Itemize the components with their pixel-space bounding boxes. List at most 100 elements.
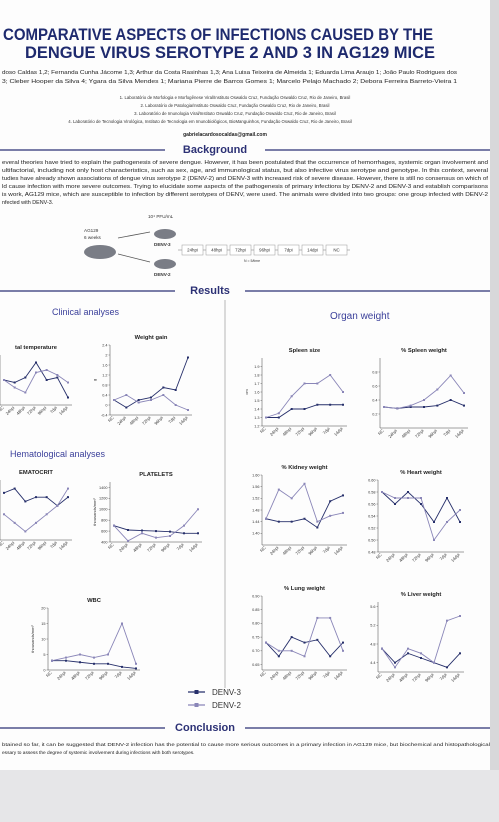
data-point <box>141 532 143 535</box>
x-tick-label: 96hpi <box>37 540 48 551</box>
x-tick-label: 96hpi <box>424 672 435 683</box>
legend-label: DENV-3 <box>212 688 241 697</box>
x-tick-label: 48hpi <box>15 405 26 416</box>
timepoint: 96hpi <box>259 248 270 253</box>
data-point <box>420 503 422 505</box>
sample-size: N = 5/time <box>244 259 260 263</box>
data-point <box>446 497 448 499</box>
data-point <box>107 662 109 665</box>
data-point <box>121 665 123 668</box>
x-tick-label: 72hpi <box>294 670 305 681</box>
data-point <box>342 649 344 652</box>
data-point <box>316 638 319 641</box>
chart: EMATOCRIT NC 24hpi 48hpi 72hpi 96hpi 7dpi 14dpi <box>0 470 72 551</box>
data-point <box>13 521 16 524</box>
timepoint-box <box>253 244 276 256</box>
data-point <box>162 394 165 396</box>
y-tick-label: 0.80 <box>252 622 259 626</box>
x-tick-label: NC <box>259 670 267 678</box>
data-point <box>150 399 152 401</box>
chart-title: % Liver weight <box>401 592 442 598</box>
y-tick-label: 0.8 <box>102 383 107 387</box>
y-tick-label: 0.56 <box>368 502 375 506</box>
x-tick-label: 96hpi <box>37 405 48 416</box>
data-point <box>67 381 69 384</box>
data-point <box>383 406 385 408</box>
y-tick-label: 0.48 <box>368 550 375 554</box>
data-point <box>265 517 267 520</box>
x-tick-label: 72hpi <box>294 545 305 556</box>
data-point <box>127 539 129 542</box>
y-tick-label: 0.54 <box>368 514 375 518</box>
data-point <box>459 652 461 655</box>
data-point <box>13 381 16 384</box>
section-heading: Background <box>183 144 247 156</box>
paragraph-line: essary to assess the degree of systemic … <box>2 750 195 756</box>
group-label: DENV-2 <box>154 272 171 277</box>
timepoint: 24hpi <box>187 248 198 253</box>
x-tick-label: 72hpi <box>84 670 95 681</box>
legend-marker <box>194 703 199 707</box>
paragraph-line: ld cause infection with more severe outc… <box>2 184 488 190</box>
data-point <box>316 403 319 406</box>
data-point <box>277 416 280 419</box>
y-axis-label: thousands/mm³ <box>30 625 35 653</box>
data-point <box>394 666 396 669</box>
chart-title: % Spleen weight <box>401 348 447 354</box>
timepoint: 72hpi <box>235 248 246 253</box>
data-point <box>329 403 332 406</box>
data-point <box>3 379 5 381</box>
data-point <box>24 376 27 379</box>
y-tick-label: 0 <box>105 403 107 407</box>
y-tick-label: 4.4 <box>370 661 375 665</box>
data-point <box>290 395 293 398</box>
mouse-icon <box>84 245 116 259</box>
y-tick-label: 1.48 <box>252 508 259 512</box>
data-point <box>394 503 396 505</box>
paragraph-line: btained so far, it can be suggested that… <box>2 742 490 748</box>
y-tick-label: 1.9 <box>254 365 259 369</box>
data-point <box>67 487 69 490</box>
section-heading: Conclusion <box>175 722 235 734</box>
data-point <box>303 517 306 520</box>
paragraph-line: nfected with DENV-3. <box>2 200 53 206</box>
authors: 3; Cleber Hooper da Silva 4; Ygara da Si… <box>2 79 457 85</box>
data-point <box>35 371 37 374</box>
data-point <box>107 653 109 656</box>
data-point <box>79 653 81 656</box>
data-point <box>150 396 152 399</box>
data-point <box>125 406 128 409</box>
chart-title: Weight gain <box>135 335 168 341</box>
y-tick-label: 0.6 <box>372 384 377 388</box>
y-tick-label: 1.6 <box>102 363 107 367</box>
x-tick-label: 96hpi <box>153 415 164 426</box>
y-tick-label: 20 <box>41 606 45 610</box>
data-point <box>265 416 267 419</box>
mouse-strain: AG129 <box>84 228 99 233</box>
mouse-icon <box>154 229 176 239</box>
data-point <box>169 535 171 537</box>
section-label-bg <box>175 283 245 297</box>
data-point <box>342 391 344 393</box>
x-tick-label: 14dpi <box>333 545 344 556</box>
group-label: DENV-3 <box>154 242 171 247</box>
dose: 10⁴ PFU/mL <box>148 214 174 219</box>
data-point <box>433 521 435 523</box>
x-tick-label: 14dpi <box>188 542 199 553</box>
data-point <box>463 392 465 394</box>
data-point <box>407 491 409 493</box>
y-tick-label: 1.40 <box>252 532 259 536</box>
data-point <box>137 399 140 401</box>
data-point <box>423 406 425 408</box>
timepoint: 14dpi <box>307 248 318 253</box>
y-tick-label: 400 <box>101 540 107 544</box>
timepoint-box <box>181 244 204 256</box>
affiliation: 3. Laboratório de Imunologia Viral/Insti… <box>134 111 336 116</box>
data-point <box>67 496 69 499</box>
x-tick-label: 72hpi <box>294 426 305 437</box>
y-tick-label: 1.3 <box>254 416 259 420</box>
data-point <box>420 497 422 499</box>
data-point <box>303 641 306 644</box>
